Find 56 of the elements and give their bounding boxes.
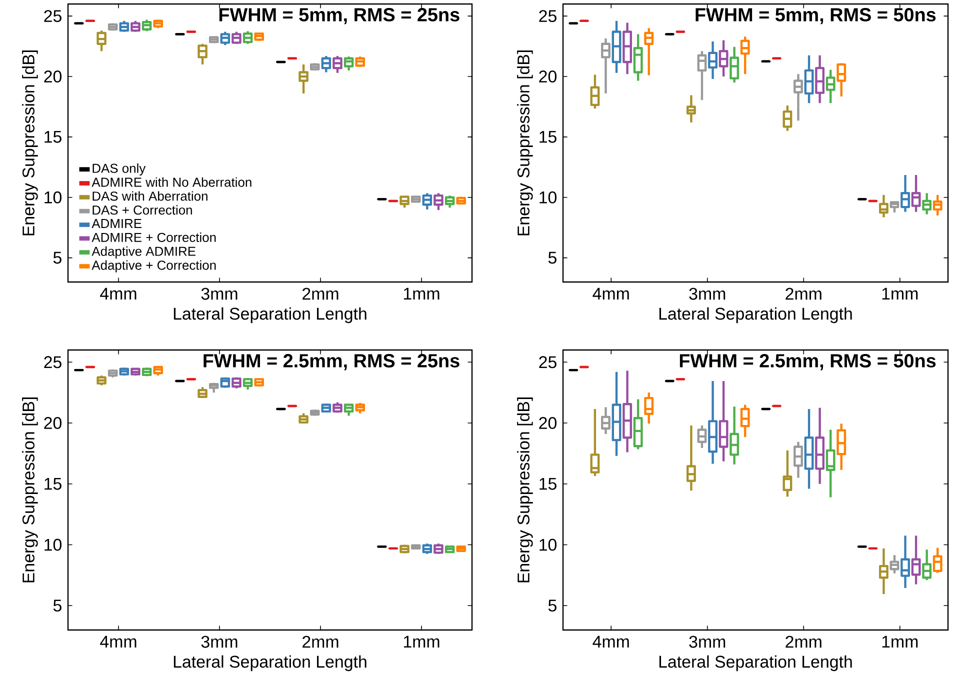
y-tick-label: 20: [539, 417, 557, 430]
x-tick-label: 4mm: [592, 636, 629, 648]
y-tick-label: 15: [540, 131, 556, 143]
x-axis-title: Lateral Separation Length: [659, 307, 852, 324]
legend-label: ADMIRE: [92, 219, 142, 228]
x-axis-title: Lateral Separation Length: [174, 307, 366, 324]
y-tick-label: 25: [539, 10, 556, 22]
x-tick-label: 4mm: [100, 288, 136, 300]
y-tick-label: 10: [44, 538, 62, 551]
legend-label: ADMIRE + Correction: [92, 232, 216, 242]
x-tick-label: 1mm: [882, 636, 918, 648]
y-tick-label: 25: [44, 10, 62, 22]
y-tick-label: 5: [53, 600, 62, 612]
legend-label: ADMIRE with No Aberration: [92, 177, 252, 187]
chart-title: FWHM = 2.5mm, RMS = 50ns: [680, 354, 936, 370]
y-axis-title: Energy Suppression [dB]: [22, 50, 38, 236]
y-tick-label: 10: [540, 538, 557, 551]
x-tick-label: 4mm: [100, 636, 136, 648]
y-tick-label: 10: [44, 191, 62, 204]
y-tick-label: 5: [548, 252, 556, 264]
x-axis-title: Lateral Separation Length: [174, 655, 366, 672]
y-tick-label: 5: [548, 600, 556, 612]
x-tick-label: 3mm: [201, 288, 238, 300]
x-axis-title: Lateral Separation Length: [659, 655, 852, 672]
y-axis-title: Energy Suppression [dB]: [517, 50, 533, 236]
y-axis-title: Energy Suppression [dB]: [22, 398, 38, 582]
y-tick-label: 25: [539, 356, 556, 368]
chart-title: FWHM = 2.5mm, RMS = 25ns: [204, 354, 460, 370]
legend-label: DAS with Aberration: [92, 191, 208, 201]
x-tick-label: 4mm: [592, 288, 629, 300]
x-tick-label: 1mm: [404, 636, 440, 648]
y-tick-label: 15: [44, 478, 62, 490]
x-tick-label: 2mm: [786, 288, 822, 300]
y-tick-label: 20: [44, 417, 62, 430]
y-tick-label: 25: [44, 356, 62, 368]
chart-title: FWHM = 5mm, RMS = 25ns: [219, 8, 460, 24]
y-tick-label: 20: [539, 70, 557, 83]
x-tick-label: 3mm: [689, 636, 726, 648]
legend-label: Adaptive ADMIRE: [92, 246, 196, 258]
y-tick-label: 10: [540, 191, 557, 204]
x-tick-label: 1mm: [404, 288, 440, 300]
y-tick-label: 5: [53, 252, 62, 264]
x-tick-label: 2mm: [302, 636, 338, 648]
legend-label: Adaptive + Correction: [92, 260, 216, 272]
x-tick-label: 2mm: [786, 636, 822, 648]
legend-label: DAS + Correction: [92, 205, 192, 215]
y-axis-title: Energy Suppression [dB]: [517, 398, 533, 582]
x-tick-label: 3mm: [689, 288, 726, 300]
y-tick-label: 20: [44, 70, 62, 83]
x-tick-label: 1mm: [882, 288, 918, 300]
legend-label: DAS only: [92, 163, 146, 176]
x-tick-label: 3mm: [201, 636, 238, 648]
x-tick-label: 2mm: [302, 288, 338, 300]
y-tick-label: 15: [540, 478, 556, 490]
chart-title: FWHM = 5mm, RMS = 50ns: [696, 8, 936, 24]
y-tick-label: 15: [44, 131, 62, 143]
